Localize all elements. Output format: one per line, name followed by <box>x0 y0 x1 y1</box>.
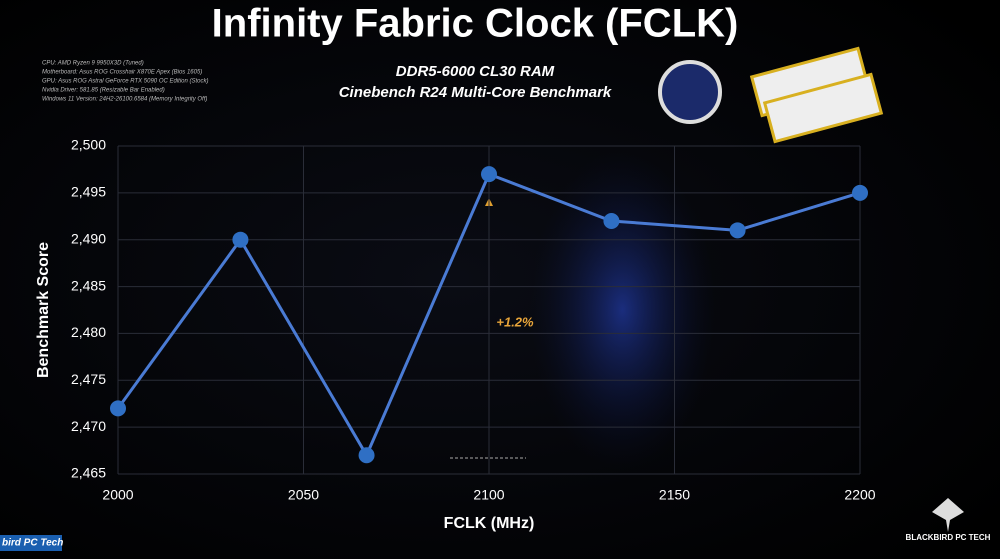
x-tick-label: 2000 <box>102 487 133 503</box>
y-tick-label: 2,490 <box>71 230 106 246</box>
y-tick-label: 2,480 <box>71 324 106 340</box>
channel: bird PC Tech <box>2 538 63 549</box>
point <box>110 400 126 417</box>
point <box>358 447 375 464</box>
x-axis-label: FCLK (MHz) <box>444 515 535 532</box>
brand: BLACKBIRD PC TECH <box>906 533 991 542</box>
y-tick-label: 2,495 <box>71 184 106 200</box>
y-tick-label: 2,500 <box>71 137 106 153</box>
point <box>603 212 620 229</box>
spec: Nvidia Driver: 581.85 (Resizable Bar Ena… <box>42 88 165 94</box>
x-tick-label: 2150 <box>659 487 690 503</box>
brand-logo: BLACKBIRD PC TECH <box>906 498 991 542</box>
x-tick-label: 2100 <box>473 487 504 503</box>
subtitle: Cinebench R24 Multi-Core Benchmark <box>339 84 612 101</box>
y-tick-label: 2,485 <box>71 277 106 293</box>
y-axis-label: Benchmark Score <box>35 242 52 378</box>
spec: GPU: Asus ROG Astral GeForce RTX 5090 OC… <box>42 79 209 85</box>
spec: Windows 11 Version: 24H2-26100.6584 (Mem… <box>42 97 207 103</box>
y-tick-label: 2,470 <box>71 418 106 434</box>
chart-title: Infinity Fabric Clock (FCLK) <box>212 2 739 46</box>
ram-image <box>749 46 884 144</box>
point <box>481 166 497 183</box>
spec: Motherboard: Asus ROG Crosshair X870E Ap… <box>42 70 202 76</box>
glow <box>530 150 715 470</box>
point <box>852 184 868 201</box>
y-tick-label: 2,465 <box>71 465 106 481</box>
y-tick-label: 2,475 <box>71 371 106 387</box>
subtitle: DDR5-6000 CL30 RAM <box>396 63 555 80</box>
point <box>232 231 249 248</box>
spec: CPU: AMD Ryzen 9 9950X3D (Tuned) <box>42 61 144 67</box>
channel-tag <box>0 535 62 551</box>
x-tick-label: 2050 <box>288 487 319 503</box>
cinebench-logo <box>658 60 722 124</box>
point <box>729 222 746 239</box>
x-tick-label: 2200 <box>844 487 875 503</box>
annotation: +1.2% <box>496 314 534 329</box>
